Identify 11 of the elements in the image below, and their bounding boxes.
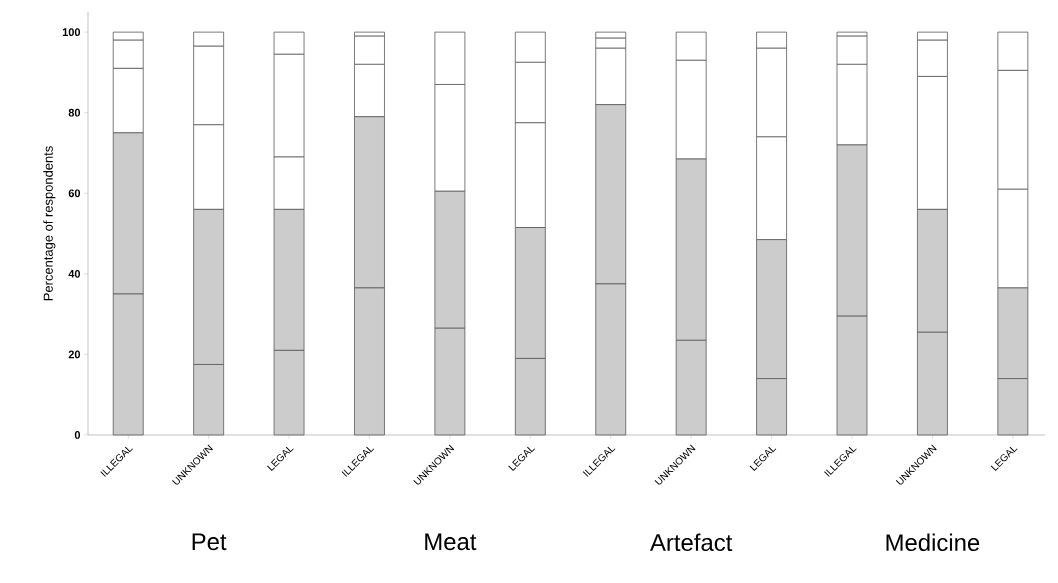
y-axis-title: Percentage of respondents [43,146,56,301]
y-tick-label: 80 [68,108,81,117]
text: Meat [425,533,477,551]
y-tick-label: 20 [68,350,81,359]
text: Medicine [886,533,980,552]
y-tick-label: 100 [62,28,81,37]
y-tick-label: 40 [68,269,81,278]
y-tick-label: 60 [68,189,81,198]
text: Artefact [650,533,733,552]
text: Pet [192,533,227,551]
y-tick-label: 0 [74,431,81,439]
